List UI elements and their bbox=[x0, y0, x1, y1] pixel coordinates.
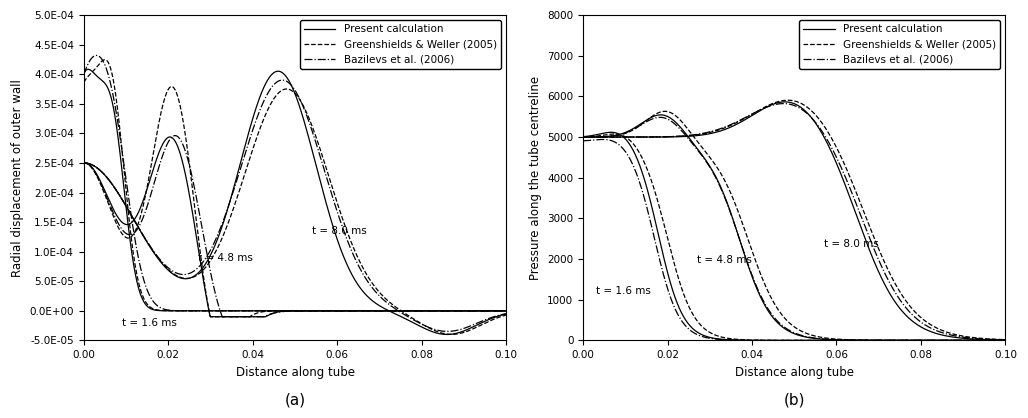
Text: t = 4.8 ms: t = 4.8 ms bbox=[198, 252, 253, 263]
Text: t = 1.6 ms: t = 1.6 ms bbox=[596, 285, 651, 296]
Y-axis label: Pressure along the tube centreline: Pressure along the tube centreline bbox=[528, 76, 542, 280]
X-axis label: Distance along tube: Distance along tube bbox=[735, 366, 854, 379]
Text: t = 8.0 ms: t = 8.0 ms bbox=[311, 226, 367, 236]
Text: t = 4.8 ms: t = 4.8 ms bbox=[697, 255, 752, 265]
Y-axis label: Radial displacement of outer wall: Radial displacement of outer wall bbox=[11, 79, 24, 277]
Legend: Present calculation, Greenshields & Weller (2005), Bazilevs et al. (2006): Present calculation, Greenshields & Well… bbox=[799, 20, 1000, 69]
Text: (b): (b) bbox=[783, 393, 805, 408]
X-axis label: Distance along tube: Distance along tube bbox=[235, 366, 355, 379]
Text: t = 1.6 ms: t = 1.6 ms bbox=[122, 318, 177, 328]
Text: (a): (a) bbox=[285, 393, 305, 408]
Text: t = 8.0 ms: t = 8.0 ms bbox=[823, 239, 879, 249]
Legend: Present calculation, Greenshields & Weller (2005), Bazilevs et al. (2006): Present calculation, Greenshields & Well… bbox=[300, 20, 501, 69]
